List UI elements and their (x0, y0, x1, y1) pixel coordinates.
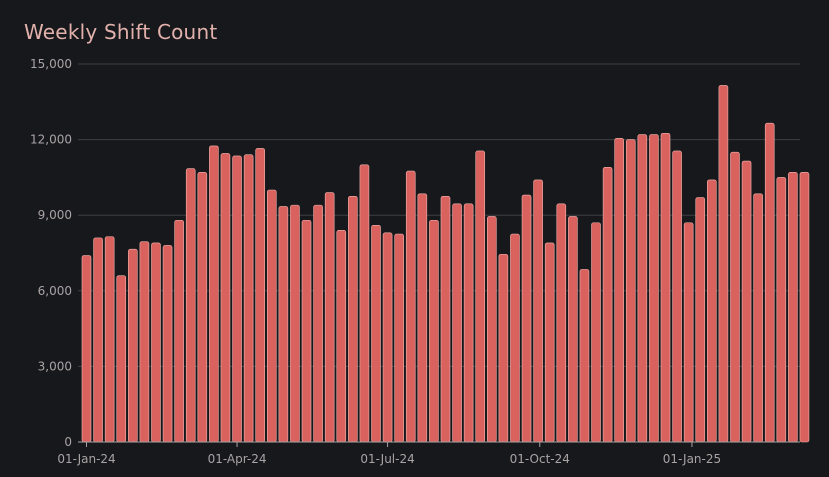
bar (602, 167, 613, 443)
bar (764, 122, 775, 443)
y-tick-label: 12,000 (30, 133, 72, 147)
bar (336, 230, 347, 443)
bar (498, 253, 509, 443)
bar (243, 154, 254, 443)
bar (382, 232, 393, 443)
bar (556, 203, 567, 443)
bar (278, 206, 289, 443)
chart-title: Weekly Shift Count (24, 20, 218, 44)
y-tick-label: 15,000 (30, 57, 72, 71)
bar (197, 172, 208, 443)
x-tick-label: 01-Oct-24 (510, 452, 570, 466)
y-tick-label: 9,000 (38, 208, 72, 222)
bar (301, 219, 312, 443)
bar (799, 172, 810, 443)
bar (695, 197, 706, 443)
bar (220, 153, 231, 443)
bar (151, 242, 161, 443)
bar (405, 170, 416, 443)
bar (348, 196, 358, 443)
bar (440, 196, 451, 443)
bar (255, 148, 265, 443)
bar (429, 219, 439, 443)
bar (104, 236, 115, 443)
bar (371, 224, 381, 443)
bar (660, 133, 671, 443)
y-tick-label: 6,000 (38, 284, 72, 298)
bar (93, 237, 103, 443)
bar (672, 150, 682, 443)
bar (463, 203, 474, 443)
y-tick-label: 0 (64, 435, 72, 449)
bar (510, 233, 520, 443)
bar (579, 269, 590, 443)
x-tick-label: 01-Jan-25 (663, 452, 721, 466)
bar (533, 179, 543, 443)
bar (486, 216, 497, 443)
bar (209, 145, 219, 443)
bar (417, 193, 428, 443)
bar (452, 203, 462, 443)
bar (185, 168, 196, 443)
bar (475, 150, 486, 443)
bar (637, 134, 648, 443)
bar (81, 255, 92, 443)
bar (139, 241, 150, 443)
bar (290, 204, 300, 443)
bar (788, 172, 798, 443)
y-tick-label: 3,000 (38, 359, 72, 373)
bar (741, 160, 752, 443)
bar (707, 179, 717, 443)
bar (324, 192, 335, 443)
bar (359, 164, 370, 443)
bar (568, 216, 578, 443)
x-tick-label: 01-Jul-24 (360, 452, 414, 466)
bar (718, 85, 729, 443)
bar (730, 151, 740, 443)
bar (394, 233, 404, 443)
bar (128, 248, 138, 443)
bar (649, 134, 659, 443)
bar (313, 204, 323, 443)
bar (544, 242, 555, 443)
bar (614, 138, 624, 443)
bar (266, 189, 277, 443)
bar (521, 194, 532, 443)
bar (776, 177, 787, 443)
bar (625, 139, 636, 443)
bar (162, 245, 173, 443)
x-tick-label: 01-Jan-24 (57, 452, 115, 466)
bar (753, 193, 763, 443)
x-tick-label: 01-Apr-24 (208, 452, 267, 466)
bar (116, 275, 127, 443)
bar (591, 222, 601, 443)
bar (232, 155, 242, 443)
bar (174, 219, 184, 443)
bar (683, 222, 694, 443)
